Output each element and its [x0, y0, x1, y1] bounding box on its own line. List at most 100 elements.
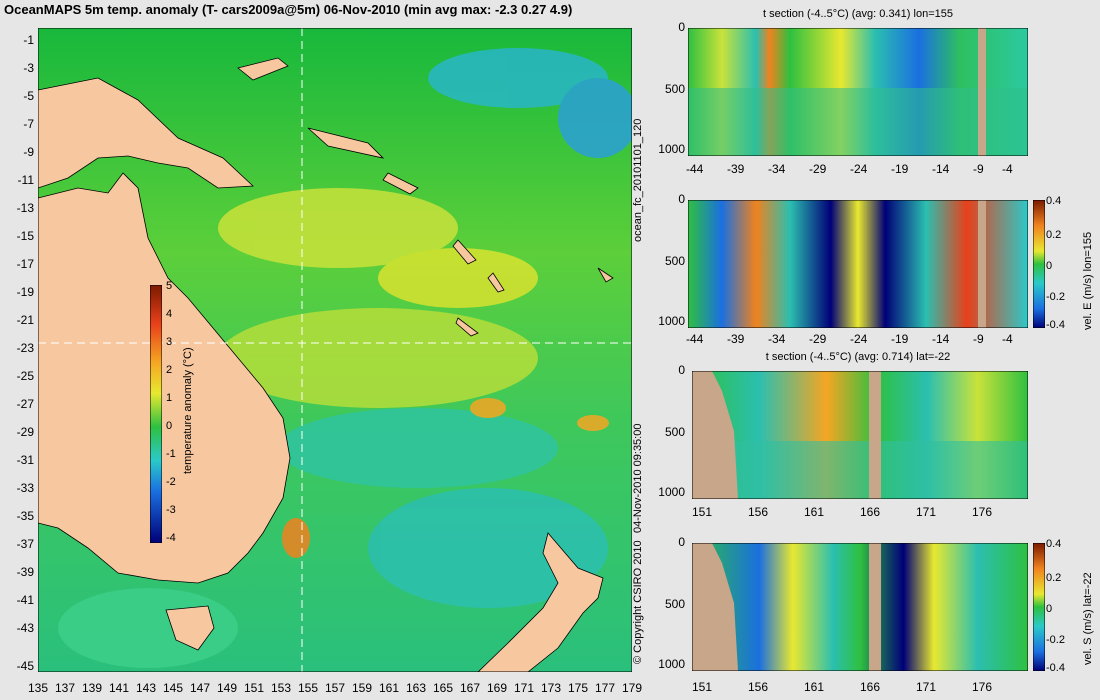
lat-tick: -27 — [16, 397, 34, 411]
lon-tick: 151 — [692, 680, 713, 694]
colorbar-tick: 0 — [1046, 603, 1053, 615]
lat-tick: -39 — [16, 565, 34, 579]
lon-tick: 176 — [972, 680, 993, 694]
lat-tick: -39 — [727, 332, 745, 346]
lon-tick: 175 — [568, 681, 589, 695]
lat-tick: -37 — [16, 537, 34, 551]
lon-tick: 155 — [298, 681, 319, 695]
lon-tick: 167 — [460, 681, 481, 695]
lon-tick: 169 — [487, 681, 508, 695]
colorbar-tick: -0.2 — [1046, 634, 1065, 646]
lon-tick: 171 — [916, 505, 937, 519]
depth-tick: 500 — [664, 82, 685, 96]
lon-tick: 143 — [136, 681, 157, 695]
lon-tick: 156 — [748, 680, 769, 694]
lon-tick: 137 — [55, 681, 76, 695]
lon-tick: 135 — [28, 681, 49, 695]
australia-land — [38, 172, 291, 584]
lat-tick: -14 — [932, 162, 950, 176]
depth-tick: 0 — [678, 20, 685, 34]
lat-tick: -23 — [16, 341, 34, 355]
panel3-xaxis: 151 156 161 166 171 176 — [692, 505, 1032, 521]
panel-title: t section (-4..5°C) (avg: 0.714) lat=-22 — [765, 351, 951, 363]
depth-tick: 0 — [678, 192, 685, 206]
colorbar-tick: 5 — [166, 280, 173, 292]
lon-tick: 165 — [433, 681, 454, 695]
lon-tick: 149 — [217, 681, 238, 695]
depth-tick: 0 — [678, 363, 685, 377]
lat-tick: -29 — [16, 425, 34, 439]
vel-s-axis-label: vel. S (m/s) lat=-22 — [1082, 572, 1094, 665]
t-section-lon-panel[interactable] — [688, 28, 1028, 156]
lat-tick: -21 — [16, 313, 34, 327]
lon-tick: 145 — [163, 681, 184, 695]
lon-tick: 151 — [692, 505, 713, 519]
lon-tick: 161 — [804, 505, 825, 519]
lat-tick: -33 — [16, 481, 34, 495]
vel-s-lat-panel[interactable] — [692, 543, 1028, 671]
lat-tick: -9 — [973, 332, 984, 346]
lon-tick: 166 — [860, 680, 881, 694]
lat-axis: -1 -3 -5 -7 -9 -11 -13 -15 -17 -19 -21 -… — [2, 28, 36, 673]
temperature-colorbar — [150, 285, 162, 543]
lon-tick: 171 — [916, 680, 937, 694]
lat-tick: -9 — [23, 145, 34, 159]
lat-tick: -1 — [23, 33, 34, 47]
lon-tick: 156 — [748, 505, 769, 519]
lat-tick: -31 — [16, 453, 34, 467]
lat-tick: -14 — [932, 332, 950, 346]
lon-tick: 161 — [379, 681, 400, 695]
panel2-xaxis: -44 -39 -34 -29 -24 -19 -14 -9 -4 — [686, 332, 1036, 348]
colorbar-ticks: 5 4 3 2 1 0 -1 -2 -3 -4 — [166, 280, 186, 550]
lon-tick: 161 — [804, 680, 825, 694]
panel4-yaxis: 0 500 1000 — [655, 535, 685, 675]
lat-tick: -43 — [16, 621, 34, 635]
lat-tick: -17 — [16, 257, 34, 271]
colorbar-tick: -0.4 — [1046, 319, 1065, 331]
lat-tick: -35 — [16, 509, 34, 523]
lat-tick: -44 — [686, 332, 704, 346]
lon-tick: 171 — [514, 681, 535, 695]
lon-tick: 179 — [622, 681, 643, 695]
lat-tick: -19 — [891, 332, 909, 346]
anomaly-patches — [58, 48, 632, 668]
lon-tick: 173 — [541, 681, 562, 695]
lat-tick: -13 — [16, 201, 34, 215]
lat-tick: -44 — [686, 162, 704, 176]
lat-tick: -34 — [768, 332, 786, 346]
panel1-yaxis: 0 500 1000 — [655, 20, 685, 160]
panel2-yaxis: 0 500 1000 — [655, 192, 685, 332]
lat-tick: -5 — [23, 89, 34, 103]
anomaly-map[interactable] — [38, 28, 632, 672]
lat-tick: -24 — [850, 162, 868, 176]
lat-tick: -19 — [16, 285, 34, 299]
depth-tick: 1000 — [658, 485, 685, 499]
new-guinea-land — [38, 77, 254, 189]
lat-tick: -45 — [16, 659, 34, 673]
lon-tick: 176 — [972, 505, 993, 519]
lon-tick: 147 — [190, 681, 211, 695]
colorbar-tick: -0.4 — [1046, 662, 1065, 674]
panel3-yaxis: 0 500 1000 — [655, 363, 685, 503]
depth-tick: 500 — [664, 254, 685, 268]
depth-tick: 500 — [664, 425, 685, 439]
vel-e-lon-panel[interactable] — [688, 200, 1028, 328]
vel-e-axis-label: vel. E (m/s) lon=155 — [1082, 231, 1094, 330]
colorbar-tick: 0.4 — [1046, 538, 1062, 550]
colorbar-tick: -4 — [166, 532, 176, 544]
tasmania-land — [165, 605, 215, 651]
lon-tick: 153 — [271, 681, 292, 695]
lat-tick: -29 — [809, 162, 827, 176]
vel-e-colorbar-ticks: 0.4 0.2 0 -0.2 -0.4 — [1046, 195, 1076, 331]
lat-tick: -25 — [16, 369, 34, 383]
date-label: 04-Nov-2010 09:35:00 — [632, 423, 644, 533]
t-section-lat-panel[interactable] — [692, 371, 1028, 499]
vel-s-colorbar — [1033, 543, 1045, 671]
colorbar-tick: 0 — [1046, 260, 1053, 272]
lat-tick: -39 — [727, 162, 745, 176]
colorbar-label: temperature anomaly (°C) — [182, 347, 194, 474]
depth-tick: 500 — [664, 597, 685, 611]
run-label: ocean_fc_20101101_120 — [632, 118, 644, 242]
lat-tick: -29 — [809, 332, 827, 346]
new-zealand-land — [477, 532, 604, 672]
